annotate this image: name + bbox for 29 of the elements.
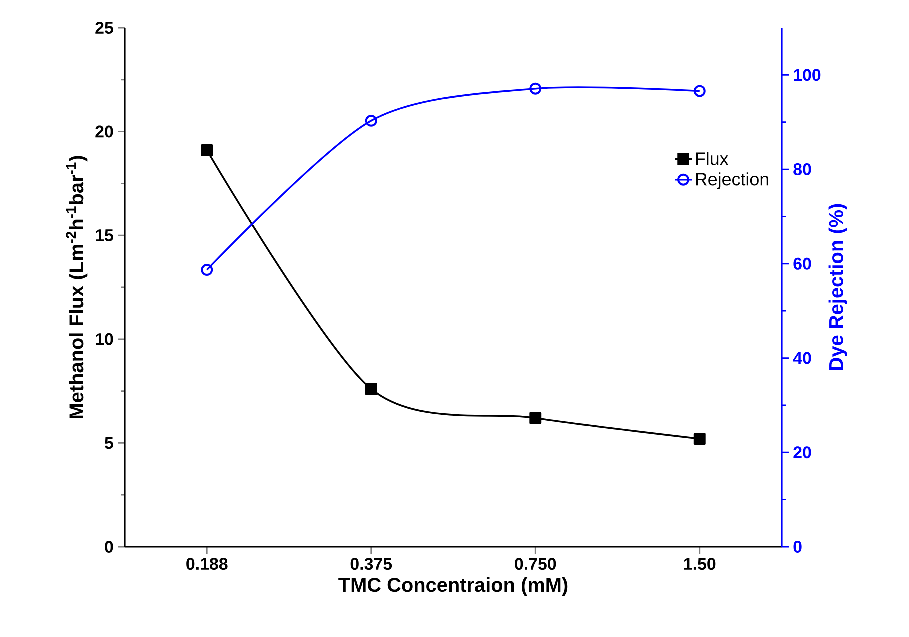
point — [201, 144, 214, 156]
y2-axis-title: Dye Rejection (%) — [828, 204, 848, 370]
point — [530, 82, 542, 95]
point — [530, 412, 542, 424]
y-tick-label: 0 — [105, 541, 114, 553]
y2-tick-label: 0 — [794, 541, 802, 553]
y-tick-label: 20 — [96, 126, 114, 138]
point — [201, 264, 214, 276]
y2-tick-label: 100 — [794, 69, 821, 82]
x-tick-label: 0.750 — [515, 558, 556, 570]
y2-tick-label: 80 — [794, 164, 812, 176]
y2-tick-label: 60 — [794, 258, 812, 270]
point — [365, 383, 378, 396]
x-axis-title: TMC Concentraion (mM) — [338, 578, 568, 596]
y-tick-label: 10 — [96, 333, 114, 346]
point — [694, 433, 706, 446]
y-axis-title: Methanol Flux (Lm$^{-2}$h$^{-1}$bar$^{-1}$) — [66, 156, 88, 418]
y2-tick-label: 40 — [793, 352, 812, 364]
x-tick-label: 1.50 — [684, 558, 716, 570]
x-tick-label: 0.375 — [350, 558, 392, 570]
point — [694, 85, 706, 98]
y-tick-label: 15 — [96, 230, 114, 242]
y2-tick-label: 20 — [794, 446, 812, 459]
y-tick-label: 5 — [105, 437, 114, 450]
x-tick-label: 0.188 — [186, 558, 228, 570]
legend-label: Rejection — [696, 172, 768, 190]
point — [365, 114, 378, 127]
y-tick-label: 25 — [96, 22, 114, 34]
legend-label: Flux — [696, 152, 729, 166]
